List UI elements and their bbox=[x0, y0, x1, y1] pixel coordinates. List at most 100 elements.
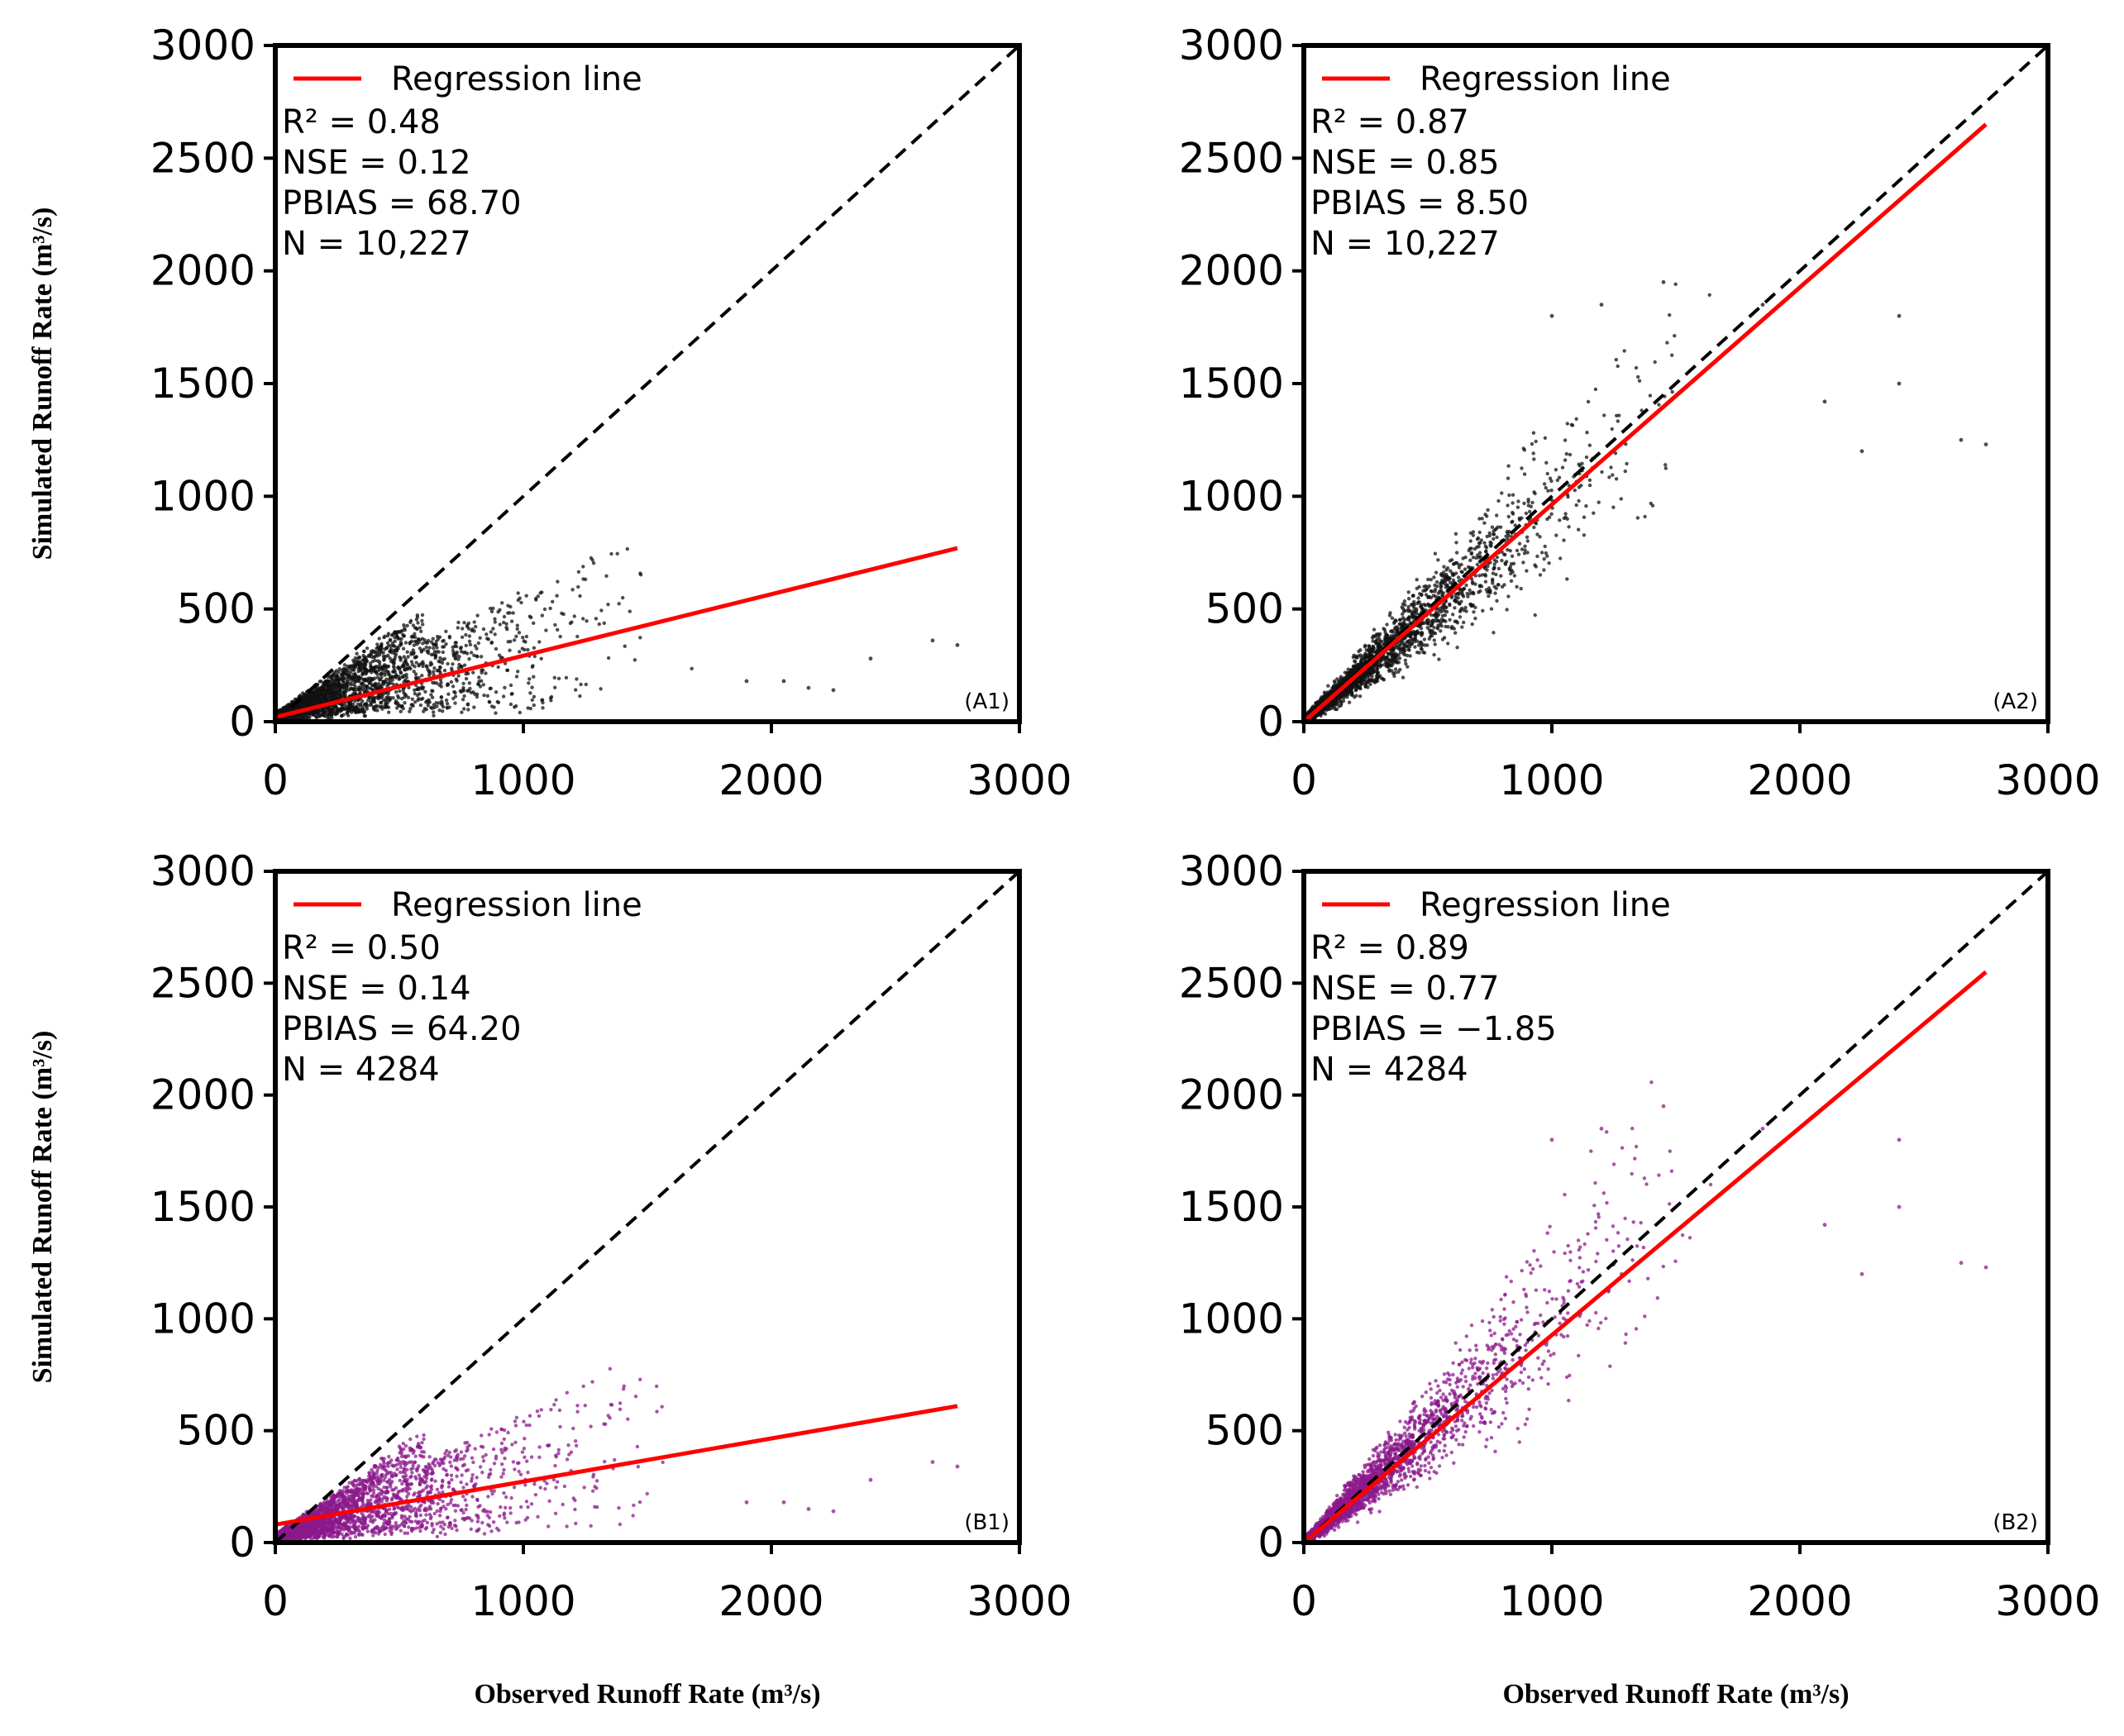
scatter-point bbox=[381, 654, 386, 658]
scatter-point bbox=[421, 641, 425, 646]
scatter-point bbox=[317, 687, 322, 691]
scatter-point bbox=[386, 653, 390, 658]
scatter-point bbox=[399, 656, 403, 661]
scatter-point bbox=[1506, 514, 1511, 519]
scatter-point bbox=[485, 637, 489, 641]
scatter-point bbox=[375, 652, 379, 656]
scatter-point bbox=[426, 638, 431, 643]
scatter-point bbox=[429, 640, 433, 644]
scatter-point bbox=[408, 665, 412, 670]
scatter-point bbox=[461, 689, 465, 693]
scatter-point bbox=[381, 692, 385, 697]
scatter-point bbox=[379, 695, 383, 700]
scatter-point bbox=[556, 627, 560, 632]
scatter-point bbox=[437, 650, 441, 654]
scatter-point bbox=[1453, 594, 1458, 599]
scatter-point bbox=[1376, 673, 1380, 677]
scatter-point bbox=[1648, 393, 1653, 398]
scatter-point bbox=[1416, 643, 1421, 647]
scatter-point bbox=[382, 680, 387, 684]
scatter-point bbox=[1442, 565, 1446, 569]
scatter-point bbox=[1459, 599, 1463, 603]
scatter-point bbox=[1477, 530, 1482, 535]
scatter-point bbox=[498, 608, 502, 612]
scatter-point bbox=[452, 689, 456, 694]
scatter-point bbox=[469, 690, 474, 694]
scatter-point bbox=[397, 677, 401, 681]
scatter-point bbox=[369, 680, 373, 684]
scatter-point bbox=[432, 713, 436, 718]
scatter-point bbox=[321, 694, 326, 699]
scatter-point bbox=[421, 622, 425, 627]
scatter-point bbox=[1402, 644, 1406, 648]
scatter-point bbox=[1486, 508, 1490, 513]
scatter-point bbox=[578, 694, 582, 699]
scatter-point bbox=[389, 637, 393, 641]
scatter-point bbox=[1429, 613, 1434, 618]
scatter-point bbox=[1610, 427, 1615, 432]
scatter-point bbox=[412, 651, 416, 655]
scatter-point bbox=[575, 677, 579, 681]
scatter-point bbox=[394, 632, 398, 636]
scatter-point bbox=[1420, 607, 1425, 611]
scatter-point bbox=[306, 694, 310, 698]
scatter-point bbox=[1673, 282, 1678, 286]
scatter-point bbox=[548, 606, 552, 611]
scatter-point bbox=[1587, 443, 1592, 447]
scatter-point bbox=[1555, 478, 1560, 483]
scatter-point bbox=[576, 570, 581, 574]
scatter-point bbox=[1495, 513, 1499, 517]
scatter-point bbox=[1491, 581, 1495, 585]
scatter-point bbox=[424, 664, 429, 668]
scatter-point bbox=[1492, 562, 1496, 566]
scatter-point bbox=[1574, 503, 1578, 508]
scatter-point bbox=[1363, 645, 1367, 649]
scatter-point bbox=[1322, 690, 1327, 694]
scatter-point bbox=[477, 675, 481, 680]
scatter-point bbox=[1471, 556, 1476, 560]
scatter-point bbox=[625, 546, 629, 551]
scatter-point bbox=[484, 632, 489, 637]
scatter-point bbox=[1433, 583, 1437, 588]
scatter-point bbox=[403, 626, 407, 630]
scatter-point bbox=[404, 672, 408, 677]
scatter-point bbox=[1475, 545, 1479, 550]
scatter-point bbox=[399, 709, 403, 713]
scatter-point bbox=[471, 670, 475, 675]
scatter-point bbox=[413, 639, 418, 644]
scatter-point bbox=[349, 667, 353, 671]
scatter-point bbox=[423, 689, 427, 694]
scatter-point bbox=[1492, 631, 1496, 635]
scatter-point bbox=[513, 705, 517, 709]
scatter-point bbox=[408, 641, 413, 645]
scatter-point bbox=[1611, 505, 1616, 509]
scatter-point bbox=[1533, 613, 1537, 618]
scatter-point bbox=[389, 649, 393, 653]
scatter-point bbox=[509, 619, 514, 623]
scatter-point bbox=[287, 703, 292, 707]
scatter-point bbox=[409, 703, 413, 707]
scatter-point bbox=[1584, 455, 1589, 460]
scatter-point bbox=[435, 646, 439, 650]
scatter-point bbox=[503, 685, 507, 689]
scatter-point bbox=[1474, 556, 1478, 560]
scatter-point bbox=[435, 681, 439, 685]
scatter-point bbox=[1339, 675, 1344, 679]
scatter-point bbox=[1390, 616, 1395, 620]
scatter-point bbox=[1407, 615, 1412, 619]
scatter-point bbox=[462, 707, 466, 711]
scatter-point bbox=[460, 710, 464, 714]
scatter-point bbox=[406, 655, 410, 659]
scatter-point bbox=[1663, 463, 1668, 467]
scatter-point bbox=[394, 689, 399, 694]
scatter-point bbox=[456, 674, 461, 678]
scatter-point bbox=[1433, 589, 1437, 594]
scatter-point bbox=[437, 708, 442, 713]
scatter-point bbox=[1463, 556, 1468, 560]
scatter-point bbox=[1477, 551, 1482, 555]
scatter-point bbox=[597, 622, 601, 627]
scatter-point bbox=[1432, 638, 1437, 642]
scatter-point bbox=[1404, 661, 1408, 666]
scatter-point bbox=[358, 703, 362, 707]
